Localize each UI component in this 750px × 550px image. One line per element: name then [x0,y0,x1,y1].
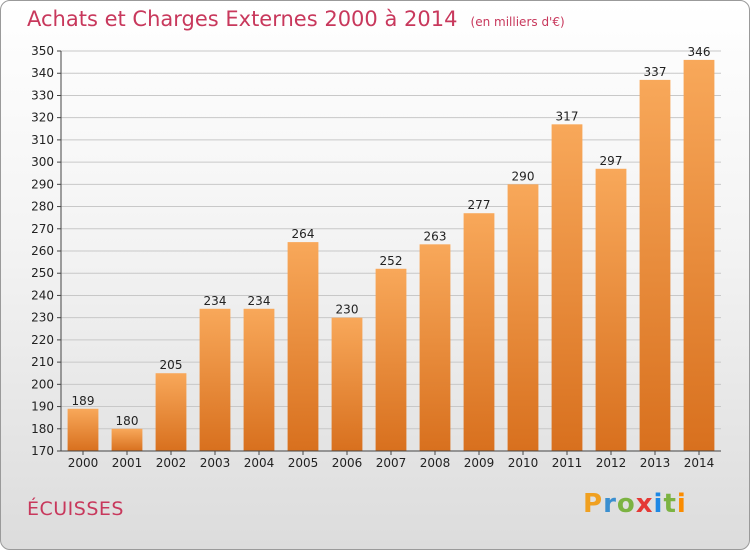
x-tick-label: 2003 [200,456,231,470]
y-tick-label: 170 [31,444,54,458]
bar [639,79,671,451]
bar-value-label: 234 [204,294,227,308]
y-tick-label: 320 [31,111,54,125]
y-tick-label: 230 [31,311,54,325]
x-tick-label: 2004 [244,456,275,470]
y-tick-label: 190 [31,400,54,414]
logo-letter: i [653,489,664,519]
bar [155,373,187,451]
bar [595,168,627,451]
bar [463,213,495,451]
y-tick-label: 340 [31,66,54,80]
bar-value-label: 252 [380,254,403,268]
y-tick-label: 310 [31,133,54,147]
y-tick-label: 300 [31,155,54,169]
y-tick-label: 210 [31,355,54,369]
x-tick-label: 2010 [508,456,539,470]
x-tick-label: 2007 [376,456,407,470]
bar-value-label: 290 [512,169,535,183]
x-tick-label: 2000 [68,456,99,470]
x-tick-label: 2006 [332,456,363,470]
bar [375,268,407,451]
title-text: Achats et Charges Externes 2000 à 2014 [27,7,458,31]
bar-value-label: 230 [336,303,359,317]
y-tick-label: 290 [31,177,54,191]
y-tick-label: 280 [31,200,54,214]
bar [199,308,231,451]
bar [551,124,583,451]
bar [243,308,275,451]
bar-value-label: 205 [160,358,183,372]
bar-value-label: 317 [556,109,579,123]
x-tick-label: 2014 [684,456,715,470]
y-tick-label: 250 [31,266,54,280]
x-tick-label: 2001 [112,456,143,470]
x-tick-label: 2009 [464,456,495,470]
axes: 170 180 190 200 210 220 230 240 250 260 270 280 290 3… [31,44,721,470]
logo-letter: o [616,489,636,519]
bars: 189 180 205 234 234 264 230 252 263 277 290 317 297 3… [67,45,715,452]
bar [111,428,143,451]
bar [419,244,451,451]
bar-value-label: 297 [600,154,623,168]
bar [287,242,319,451]
commune-name: ÉCUISSES [27,498,124,520]
unit-text: (en milliers d'€) [470,15,565,29]
x-tick-label: 2005 [288,456,319,470]
y-tick-label: 260 [31,244,54,258]
bar-value-label: 346 [688,45,711,59]
bar-value-label: 234 [248,294,271,308]
bar-value-label: 263 [424,229,447,243]
y-tick-label: 330 [31,88,54,102]
logo-letter: r [603,489,617,519]
proxiti-logo: Proxiti [583,489,687,519]
logo-letter: P [583,489,604,519]
bar-value-label: 189 [72,394,95,408]
bar [507,184,539,452]
x-tick-label: 2011 [552,456,583,470]
y-tick-label: 220 [31,333,54,347]
bar [683,59,715,452]
logo-letter: t [663,489,677,519]
y-tick-label: 200 [31,377,54,391]
chart-title: Achats et Charges Externes 2000 à 2014 (… [27,7,565,31]
logo-letter: i [676,489,687,519]
y-tick-label: 270 [31,222,54,236]
y-tick-label: 180 [31,422,54,436]
bar-value-label: 264 [292,227,315,241]
bar-value-label: 277 [468,198,491,212]
x-tick-label: 2013 [640,456,671,470]
bar [331,317,363,451]
bar [67,408,99,451]
x-tick-label: 2008 [420,456,451,470]
bar-value-label: 337 [644,65,667,79]
logo-letter: x [635,489,654,519]
y-tick-label: 240 [31,288,54,302]
y-tick-label: 350 [31,44,54,58]
bar-value-label: 180 [116,414,139,428]
x-tick-label: 2002 [156,456,187,470]
x-tick-label: 2012 [596,456,627,470]
